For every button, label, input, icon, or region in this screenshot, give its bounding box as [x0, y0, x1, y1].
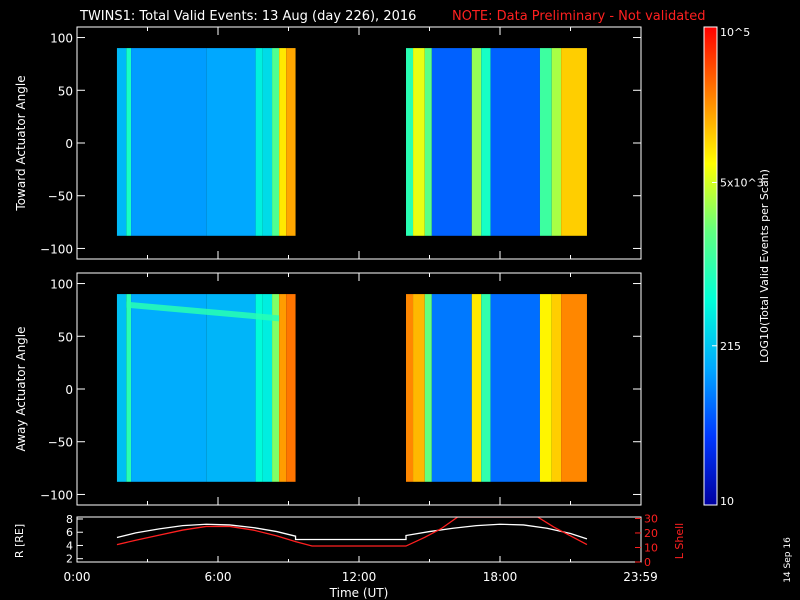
toward-heatmap-column [126, 48, 132, 236]
time-tick-label: 18:00 [483, 570, 518, 584]
away-heatmap-panel: 100 50 0 −50 −100 Away Actuator Angle [14, 272, 642, 506]
toward-heatmap-column [286, 48, 296, 236]
toward-heatmap-column [262, 48, 273, 236]
away-heatmap-column [279, 294, 287, 482]
colorbar-tick-label: 215 [720, 340, 741, 353]
away-heatmap-column [131, 294, 207, 482]
toward-heatmap-column [116, 48, 127, 236]
toward-heatmap-column [539, 48, 552, 236]
away-heatmap-column [116, 294, 127, 482]
toward-heatmap-column [406, 48, 414, 236]
away-axis-ticks: 100 50 0 −50 −100 [40, 273, 642, 505]
away-ytick-label: −50 [48, 436, 73, 450]
orbit-ytick-right-label: 10 [644, 541, 658, 554]
orbit-ytick-left-label: 4 [66, 539, 73, 552]
away-heatmap-column [424, 294, 432, 482]
colorbar-tick-label: 5x10^3 [720, 176, 764, 189]
toward-heatmap-column [431, 48, 472, 236]
plot-title: TWINS1: Total Valid Events: 13 Aug (day … [79, 9, 416, 24]
time-tick-label: 0:00 [64, 570, 91, 584]
toward-heatmap-column [206, 48, 256, 236]
toward-heatmap-column [413, 48, 425, 236]
away-heatmap-column [262, 294, 273, 482]
away-heatmap-column [431, 294, 472, 482]
toward-ytick-label: −50 [48, 190, 73, 204]
colorbar-tick-label: 10 [720, 495, 734, 508]
colorbar: 10 215 5x10^3 10^5 LOG10(Total Valid Events… [703, 26, 771, 508]
orbit-ytick-left-label: 6 [66, 526, 73, 539]
toward-ytick-label: 0 [65, 137, 73, 151]
toward-heatmap-column [272, 48, 280, 236]
away-heatmap-column [481, 294, 491, 482]
orbit-ytick-right-label: 0 [644, 556, 651, 569]
toward-axis-ticks: 100 50 0 −50 −100 [40, 27, 642, 259]
time-tick-label: 6:00 [205, 570, 232, 584]
away-heatmap-cells [116, 294, 587, 482]
away-ytick-label: 50 [58, 330, 73, 344]
away-emission-band [126, 301, 280, 322]
away-heatmap-column [490, 294, 540, 482]
toward-heatmap-column [481, 48, 491, 236]
orbit-ytick-right-label: 20 [644, 527, 658, 540]
orbit-ylabel-right: L Shell [673, 523, 686, 559]
away-heatmap-column [406, 294, 414, 482]
orbit-ytick-left-label: 8 [66, 513, 73, 526]
date-stamp: 14 Sep 16 [783, 537, 793, 583]
toward-heatmap-column [490, 48, 540, 236]
toward-heatmap-column [131, 48, 207, 236]
colorbar-ticks: 10 215 5x10^3 10^5 [712, 26, 764, 508]
orbit-series [116, 517, 588, 547]
orbit-ylabel-left: R [RE] [13, 524, 26, 558]
toward-heatmap-column [561, 48, 587, 236]
toward-heatmap-column [424, 48, 432, 236]
colorbar-tick-label: 10^5 [720, 26, 750, 39]
away-heatmap-column [471, 294, 482, 482]
toward-heatmap-panel: 100 50 0 −50 −100 Toward Actuator Angle [14, 26, 642, 260]
colorbar-gradient [703, 26, 718, 506]
toward-ytick-label: 50 [58, 84, 73, 98]
time-tick-label: 12:00 [342, 570, 377, 584]
away-ytick-label: −100 [40, 488, 73, 502]
toward-ytick-label: −100 [40, 242, 73, 256]
away-heatmap-column [413, 294, 425, 482]
away-heatmap-column [206, 294, 256, 482]
away-heatmap-column [561, 294, 587, 482]
toward-ytick-label: 100 [50, 32, 73, 46]
away-heatmap-column [126, 294, 132, 482]
away-heatmap-column [551, 294, 562, 482]
orbit-ytick-left-label: 2 [66, 553, 73, 566]
orbit-ytick-right-label: 30 [644, 512, 658, 525]
time-tick-label: 23:59 [623, 570, 658, 584]
toward-heatmap-cells [116, 48, 587, 236]
away-heatmap-column [539, 294, 552, 482]
toward-ylabel: Toward Actuator Angle [14, 75, 28, 211]
colorbar-label: LOG10(Total Valid Events per Scan) [758, 169, 771, 363]
time-axis-label: Time (UT) [329, 586, 389, 600]
away-heatmap-column [272, 294, 280, 482]
toward-heatmap-column [471, 48, 482, 236]
toward-heatmap-column [279, 48, 287, 236]
away-heatmap-column [255, 294, 263, 482]
toward-heatmap-column [255, 48, 263, 236]
radial-distance-line [116, 523, 588, 541]
preliminary-note: NOTE: Data Preliminary - Not validated [452, 9, 706, 24]
l-shell-line [116, 517, 588, 547]
away-heatmap-column [286, 294, 296, 482]
away-ytick-label: 100 [50, 278, 73, 292]
away-ylabel: Away Actuator Angle [14, 326, 28, 451]
away-ytick-label: 0 [65, 383, 73, 397]
toward-heatmap-column [551, 48, 562, 236]
